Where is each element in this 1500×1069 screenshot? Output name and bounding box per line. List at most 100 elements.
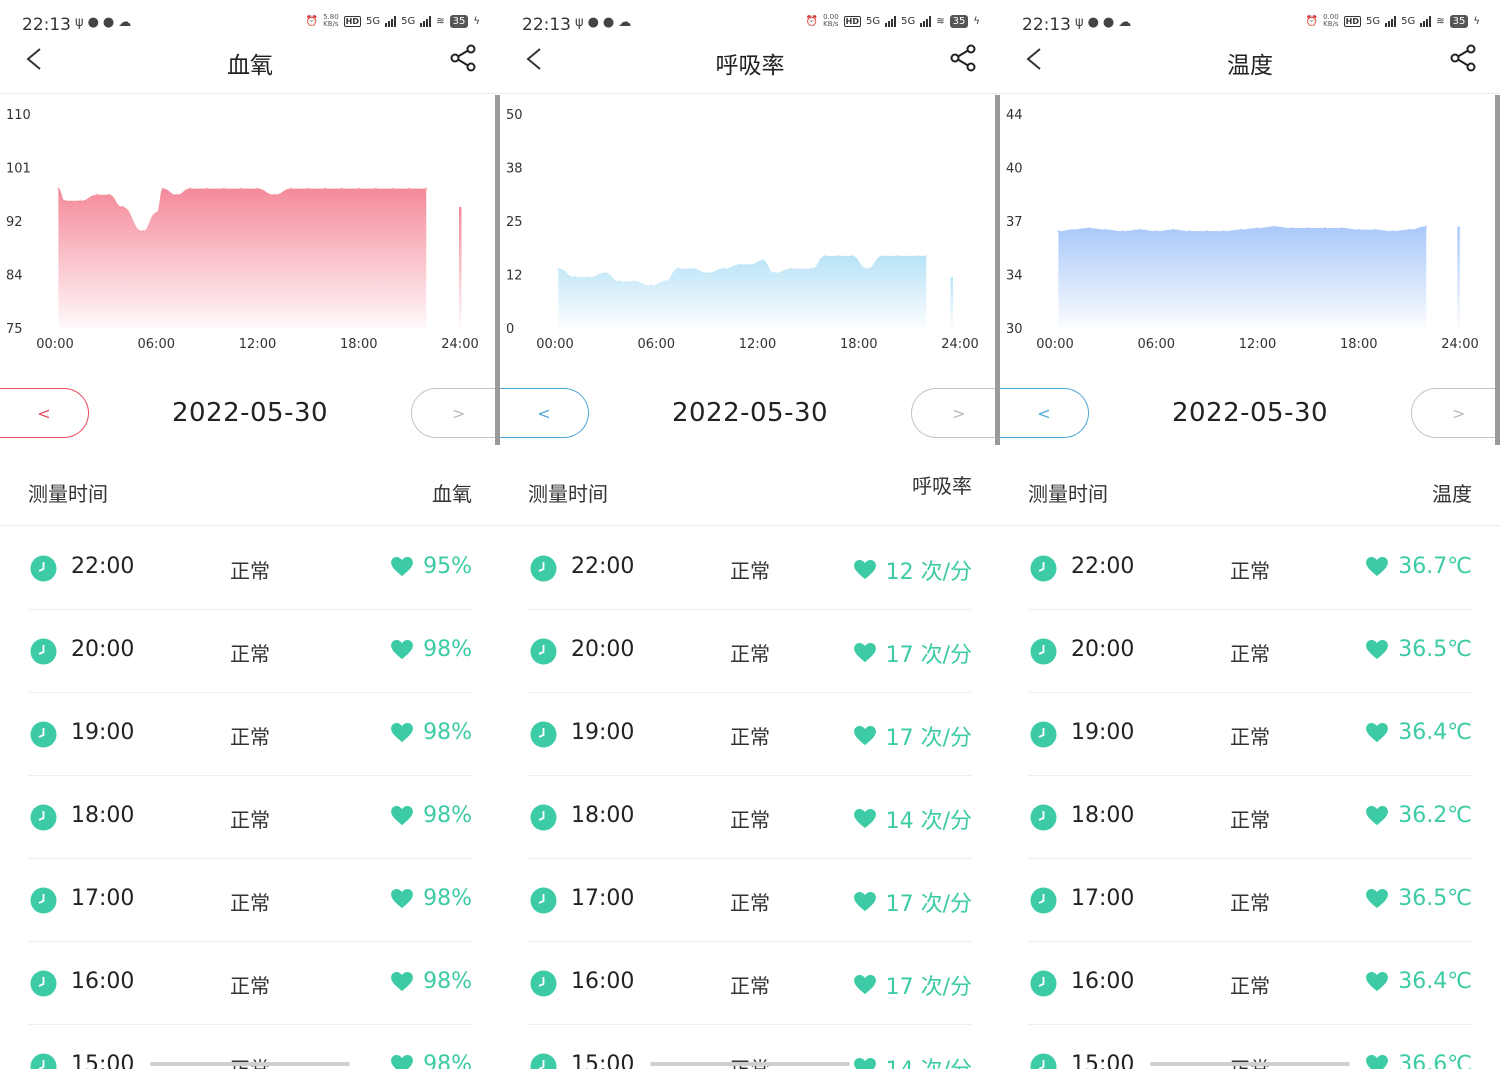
measurement-row[interactable]: 16:00 正常 98% (0, 942, 500, 1025)
measurement-row[interactable]: 22:00 正常 12 次/分 (500, 527, 1000, 610)
heart-icon (853, 975, 876, 995)
page-title: 温度 (1227, 53, 1273, 79)
data-point (1104, 228, 1107, 231)
measurement-row[interactable]: 17:00 正常 17 次/分 (500, 859, 1000, 942)
clock-icon (30, 804, 57, 831)
data-point (850, 254, 854, 258)
data-point (1138, 228, 1141, 231)
usb-icon: ψ (575, 15, 588, 30)
clock-icon (1030, 804, 1057, 831)
measurement-value-group: 98% (391, 803, 472, 828)
usb-icon: ψ (75, 15, 88, 30)
y-tick-label: 44 (1006, 108, 1023, 123)
measurement-row[interactable]: 19:00 正常 17 次/分 (500, 693, 1000, 776)
share-icon[interactable] (948, 43, 978, 73)
measurement-row[interactable]: 17:00 正常 36.5℃ (1000, 859, 1500, 942)
measurement-time: 19:00 (1071, 720, 1135, 745)
measurement-time: 20:00 (571, 637, 635, 662)
measurement-time: 19:00 (71, 720, 135, 745)
measurement-status: 正常 (1230, 559, 1270, 583)
measurement-row[interactable]: 18:00 正常 14 次/分 (500, 776, 1000, 859)
prev-day-button[interactable]: < (0, 388, 89, 438)
measurement-row[interactable]: 15:00 正常 36.6℃ (1000, 1025, 1500, 1069)
data-point (837, 254, 840, 258)
system-icons: ⏰ 5.80 KB/s HD 5G 5G ≋ 35 ϟ (306, 14, 480, 28)
measurement-row[interactable]: 22:00 正常 36.7℃ (1000, 527, 1500, 610)
clock-icon (530, 721, 557, 748)
row-divider (528, 692, 972, 693)
back-icon[interactable] (522, 44, 552, 74)
data-point (1087, 226, 1090, 230)
next-day-button[interactable]: > (1411, 388, 1500, 438)
wifi-icon: ≋ (436, 15, 445, 27)
clock-icon (1030, 638, 1057, 665)
back-icon[interactable] (22, 44, 52, 74)
measurement-time: 18:00 (571, 803, 635, 828)
status-time: 22:13 (522, 15, 571, 35)
data-point (107, 193, 111, 196)
status-bar: 22:13 ψ●●☁ ⏰ 0.00 KB/s HD 5G 5G ≋ 35 ϟ (500, 0, 1000, 48)
heart-icon (853, 1058, 876, 1069)
next-day-button[interactable]: > (411, 388, 500, 438)
y-tick-label: 75 (6, 322, 23, 337)
data-point (161, 187, 165, 190)
prev-day-button[interactable]: < (1000, 388, 1089, 438)
measurement-time: 16:00 (1071, 969, 1135, 994)
page-title: 血氧 (227, 53, 273, 79)
data-point (1340, 226, 1344, 230)
measurement-row[interactable]: 22:00 正常 95% (0, 527, 500, 610)
measurement-status: 正常 (730, 891, 770, 915)
clock-icon (530, 887, 557, 914)
prev-day-button[interactable]: < (500, 388, 589, 438)
row-divider (28, 609, 472, 610)
measurement-value: 17 次/分 (885, 643, 972, 668)
y-tick-label: 12 (506, 269, 523, 284)
measurement-time: 20:00 (71, 637, 135, 662)
measurement-row[interactable]: 16:00 正常 17 次/分 (500, 942, 1000, 1025)
measurement-row[interactable]: 19:00 正常 36.4℃ (1000, 693, 1500, 776)
measurement-row[interactable]: 15:00 正常 98% (0, 1025, 500, 1069)
x-tick-label: 06:00 (1138, 337, 1175, 352)
share-icon[interactable] (448, 43, 478, 73)
row-divider (1028, 775, 1472, 776)
measurement-status: 正常 (1230, 725, 1270, 749)
status-bar: 22:13 ψ●●☁ ⏰ 5.80 KB/s HD 5G 5G ≋ 35 ϟ (0, 0, 500, 48)
network-5g-label-2: 5G (901, 15, 916, 27)
measurement-row[interactable]: 20:00 正常 36.5℃ (1000, 610, 1500, 693)
measurement-status: 正常 (230, 559, 270, 583)
data-point (633, 280, 636, 283)
wechat-icon: ● (87, 15, 103, 30)
back-icon[interactable] (1022, 44, 1052, 74)
measurement-row[interactable]: 18:00 正常 98% (0, 776, 500, 859)
measurement-row[interactable]: 19:00 正常 98% (0, 693, 500, 776)
heart-icon (1366, 888, 1389, 908)
selected-date: 2022-05-30 (1171, 398, 1329, 428)
clock-icon (1030, 555, 1057, 582)
measurement-value: 36.7℃ (1398, 554, 1472, 579)
data-point (925, 254, 928, 258)
measurement-value-group: 98% (391, 637, 472, 662)
measurement-status: 正常 (730, 559, 770, 583)
data-point (425, 187, 428, 190)
next-day-button[interactable]: > (911, 388, 1000, 438)
measurement-row[interactable]: 17:00 正常 98% (0, 859, 500, 942)
row-divider (528, 858, 972, 859)
measurement-value: 98% (423, 1052, 472, 1069)
share-icon[interactable] (1448, 43, 1478, 73)
measurement-row[interactable]: 18:00 正常 36.2℃ (1000, 776, 1500, 859)
chevron-right-icon: > (452, 403, 466, 423)
clock-icon (530, 970, 557, 997)
measurement-row[interactable]: 16:00 正常 36.4℃ (1000, 942, 1500, 1025)
signal-icon (885, 15, 897, 27)
measurement-row[interactable]: 20:00 正常 98% (0, 610, 500, 693)
blood-oxygen-chart: 110 101 92 84 75 00:00 06:00 12:00 18:00 24:00 (6, 108, 479, 352)
data-point (823, 254, 827, 258)
x-tick-label: 00:00 (36, 337, 73, 352)
data-point (95, 193, 99, 196)
status-time: 22:13 (1022, 15, 1071, 35)
measurement-row[interactable]: 20:00 正常 17 次/分 (500, 610, 1000, 693)
y-tick-label: 110 (6, 108, 31, 123)
home-indicator (650, 1062, 850, 1066)
list-header: 测量时间 呼吸率 (500, 458, 1000, 526)
